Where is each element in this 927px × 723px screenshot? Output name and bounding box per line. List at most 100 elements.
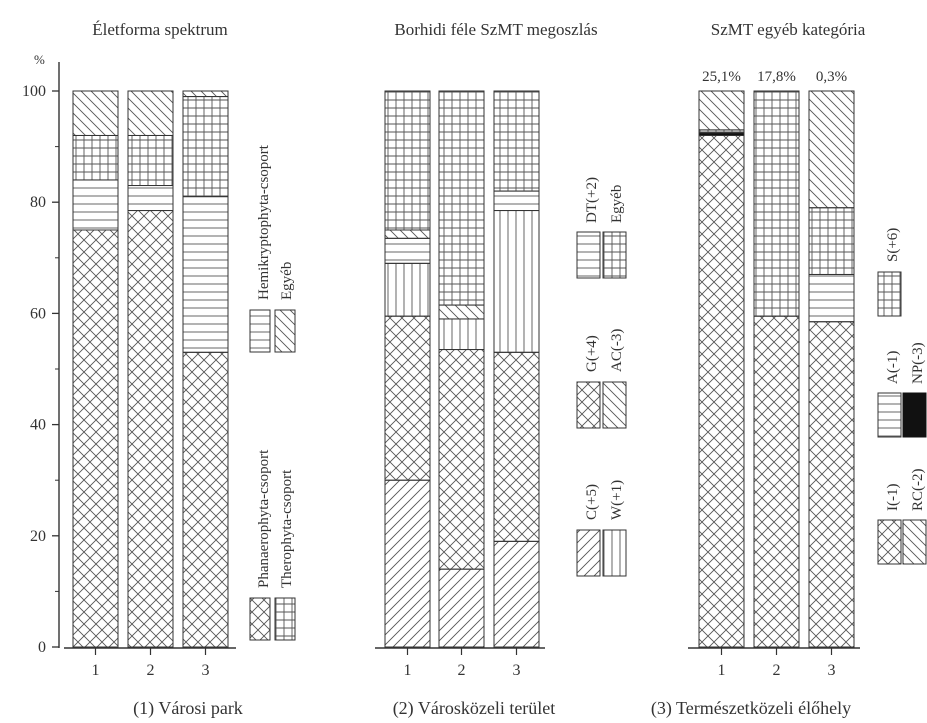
bar-segment (438, 349, 485, 570)
bar-segment (493, 540, 540, 648)
legend-label-g: G(+4) (584, 335, 600, 372)
category-caption-1: (1) Városi park (133, 698, 243, 719)
legend-label-w: W(+1) (609, 480, 625, 520)
legend-swatch-w (602, 529, 627, 577)
bar-segment (438, 318, 485, 351)
x-tick-label: 1 (404, 662, 412, 679)
x-axis-baselines (64, 647, 860, 655)
bar-segment (182, 90, 229, 98)
legend-swatch-c (576, 529, 601, 577)
panel1-legend: Hemikryptophyta-csoport Egyéb Phanaeroph… (249, 144, 296, 641)
x-tick-label: 2 (458, 662, 466, 679)
panel1-title: Életforma spektrum (92, 20, 228, 39)
bar-segment (384, 479, 431, 648)
y-unit-label: % (34, 52, 45, 67)
bar-segment (182, 196, 229, 353)
y-tick-label-20: 20 (30, 528, 46, 545)
legend-label-a: A(-1) (885, 351, 901, 384)
category-caption-3: (3) Természetközeli élőhely (651, 698, 851, 719)
bar-segment (698, 90, 745, 131)
panel3-legend: S(+6) A(-1) NP(-3) I(-1) RC(-2) (877, 228, 927, 565)
legend-swatch-i (877, 519, 902, 565)
legend-label-s: S(+6) (885, 228, 901, 262)
bar-segment (127, 185, 174, 212)
legend-swatch-therophyta (274, 597, 296, 641)
bar-segment (808, 273, 855, 323)
panel3-title: SzMT egyéb kategória (711, 20, 866, 39)
x-tick-label: 3 (828, 662, 836, 679)
category-tick-labels: 1 2 3 1 2 3 1 2 3 (92, 662, 836, 679)
bar-segment (127, 210, 174, 648)
bar-segment (753, 315, 800, 648)
top-value-label: 0,3% (816, 69, 847, 85)
bar-segment (384, 237, 431, 264)
y-axis-ticks: 0 20 40 60 80 100 (22, 83, 59, 656)
y-tick-label-60: 60 (30, 305, 46, 322)
bar-segment (72, 134, 119, 181)
category-caption-2: (2) Városközeli terület (393, 698, 556, 719)
legend-label-i: I(-1) (885, 484, 901, 511)
legend-swatch-egyeb-2 (602, 231, 627, 279)
legend-swatch-np (902, 392, 927, 438)
y-tick-label-100: 100 (22, 83, 46, 100)
legend-label-ac: AC(-3) (609, 329, 625, 372)
legend-swatch-dt (576, 231, 601, 279)
legend-label-egyeb-2: Egyéb (609, 185, 625, 223)
bar-segment (384, 262, 431, 317)
bar-segment (127, 134, 174, 187)
x-tick-label: 3 (513, 662, 521, 679)
y-tick-label-40: 40 (30, 417, 46, 434)
bar-segment (127, 90, 174, 136)
bar-segment (493, 190, 540, 212)
y-tick-label-0: 0 (38, 639, 46, 656)
legend-label-egyeb-1: Egyéb (279, 262, 295, 300)
x-tick-label: 1 (92, 662, 100, 679)
x-tick-label: 3 (202, 662, 210, 679)
legend-label-np: NP(-3) (910, 342, 926, 384)
bar-segment (438, 90, 485, 306)
bar-segment (438, 568, 485, 648)
top-value-label: 25,1% (702, 69, 741, 85)
bar-segment (182, 351, 229, 648)
bar-segment (753, 90, 800, 317)
bar-segment (72, 229, 119, 648)
legend-swatch-s (877, 271, 902, 317)
panel2-title: Borhidi féle SzMT megoszlás (394, 20, 597, 39)
bar-segment (808, 321, 855, 648)
legend-label-c: C(+5) (584, 484, 600, 520)
legend-label-rc: RC(-2) (910, 469, 926, 512)
bar-segment (808, 207, 855, 275)
legend-label-dt: DT(+2) (584, 177, 600, 223)
legend-label-hemikryptophyta: Hemikryptophyta-csoport (256, 144, 272, 300)
bar-segment (493, 210, 540, 353)
bar-segment (72, 90, 119, 136)
stacked-bars (72, 90, 855, 648)
bar-segment (72, 179, 119, 231)
legend-swatch-hemikryptophyta (249, 309, 271, 353)
bar-segment (808, 90, 855, 209)
y-tick-label-80: 80 (30, 194, 46, 211)
top-value-label: 17,8% (757, 69, 796, 85)
x-tick-label: 2 (147, 662, 155, 679)
panel3-top-labels: 25,1% 17,8% 0,3% (702, 69, 847, 85)
x-tick-label: 1 (718, 662, 726, 679)
bar-segment (493, 351, 540, 542)
bar-segment (698, 134, 745, 648)
bar-segment (182, 96, 229, 198)
legend-swatch-ac (602, 381, 627, 429)
legend-swatch-a (877, 392, 902, 438)
x-tick-label: 2 (773, 662, 781, 679)
bar-segment (438, 304, 485, 320)
legend-swatch-rc (902, 519, 927, 565)
legend-label-phanaerophyta: Phanaerophyta-csoport (256, 449, 272, 588)
legend-swatch-g (576, 381, 601, 429)
bar-segment (384, 315, 431, 481)
legend-swatch-phanaerophyta (249, 597, 271, 641)
panel2-legend: DT(+2) Egyéb G(+4) AC(-3) C(+5) W(+1) (576, 177, 627, 577)
legend-label-therophyta: Therophyta-csoport (279, 469, 295, 588)
bar-segment (493, 90, 540, 192)
legend-swatch-egyeb-1 (274, 309, 296, 353)
bar-segment (384, 90, 431, 231)
bar-segment (384, 229, 431, 239)
